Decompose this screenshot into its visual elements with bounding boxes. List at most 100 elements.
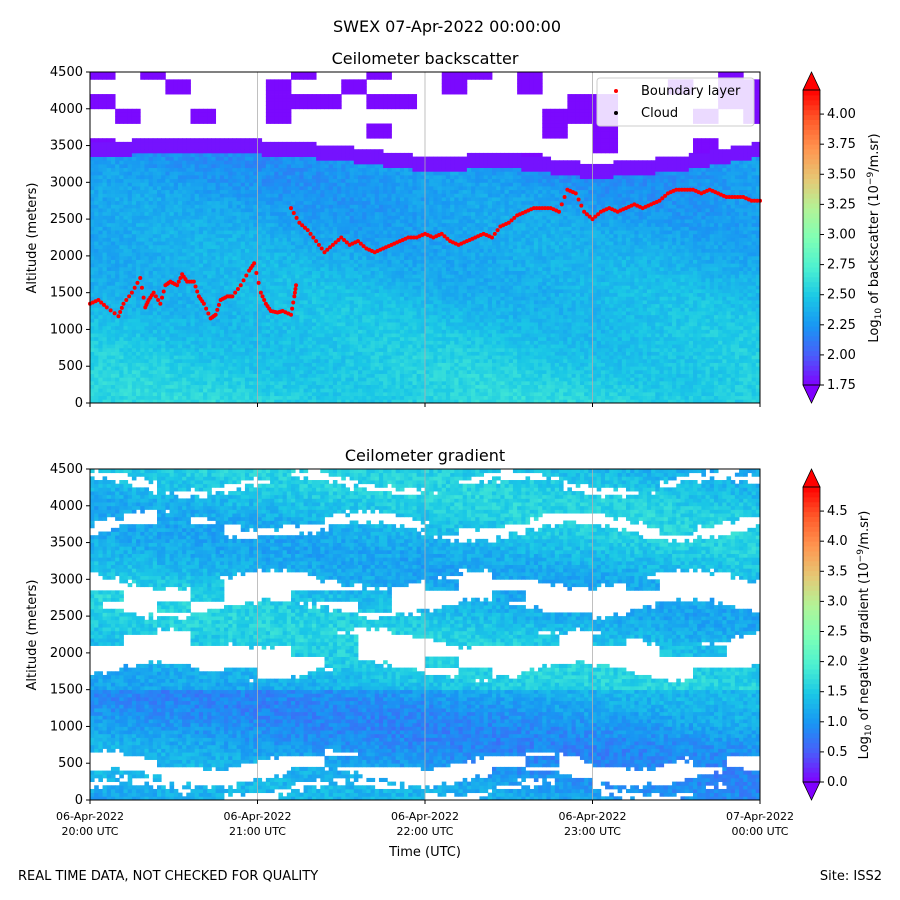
heatmap-cell (244, 152, 250, 157)
heatmap-cell (177, 300, 183, 305)
heatmap-cell (219, 215, 225, 220)
heatmap-cell (144, 314, 150, 319)
heatmap-cell (299, 362, 304, 367)
heatmap-cell (362, 296, 367, 301)
heatmap-cell (316, 362, 321, 367)
heatmap-cell (148, 255, 154, 260)
heatmap-cell (106, 145, 112, 150)
heatmap-cell (291, 270, 296, 275)
heatmap-cell (182, 222, 187, 227)
heatmap-cell (198, 200, 204, 205)
heatmap-cell (94, 72, 99, 77)
heatmap-cell (144, 178, 150, 183)
heatmap-cell (152, 369, 158, 374)
heatmap-cell (186, 322, 191, 327)
heatmap-cell (307, 270, 313, 275)
heatmap-cell (324, 263, 330, 268)
heatmap-cell (190, 296, 196, 301)
heatmap-cell (228, 222, 233, 227)
heatmap-cell (278, 197, 284, 202)
heatmap-cell (98, 233, 103, 238)
heatmap-cell (362, 377, 367, 382)
heatmap-cell (328, 329, 334, 334)
heatmap-cell (324, 285, 330, 290)
heatmap-cell (299, 292, 304, 297)
heatmap-cell (265, 204, 271, 209)
heatmap-cell (140, 288, 145, 294)
heatmap-cell (345, 373, 351, 378)
heatmap-cell (341, 219, 346, 224)
heatmap-cell (131, 322, 137, 327)
heatmap-cell (303, 174, 309, 180)
heatmap-cell (253, 384, 258, 389)
heatmap-cell (203, 215, 208, 220)
heatmap-cell (303, 373, 309, 378)
heatmap-cell (232, 303, 237, 308)
heatmap-cell (173, 311, 179, 316)
heatmap-cell (148, 274, 154, 279)
heatmap-cell (274, 112, 279, 117)
heatmap-cell (316, 248, 321, 253)
heatmap-cell (244, 138, 250, 143)
heatmap-cell (353, 182, 359, 187)
heatmap-cell (253, 211, 258, 216)
heatmap-cell (291, 141, 296, 146)
heatmap-cell (299, 340, 304, 345)
heatmap-cell (203, 222, 208, 227)
heatmap-cell (224, 373, 229, 378)
heatmap-cell (303, 340, 309, 345)
heatmap-cell (332, 211, 338, 216)
heatmap-cell (253, 145, 258, 150)
heatmap-cell (203, 186, 208, 191)
heatmap-cell (316, 325, 321, 330)
heatmap-cell (278, 215, 284, 220)
heatmap-cell (332, 171, 338, 176)
heatmap-cell (94, 399, 99, 404)
heatmap-cell (119, 274, 124, 279)
heatmap-cell (144, 270, 150, 275)
heatmap-cell (224, 174, 229, 180)
heatmap-cell (203, 138, 208, 143)
heatmap-cell (182, 377, 187, 382)
heatmap-cell (236, 141, 242, 146)
heatmap-cell (119, 233, 124, 238)
heatmap-cell (249, 193, 254, 198)
heatmap-cell (102, 263, 108, 268)
heatmap-cell (244, 300, 250, 305)
heatmap-cell (253, 296, 258, 301)
heatmap-cell (190, 156, 196, 161)
heatmap-cell (127, 233, 133, 238)
heatmap-cell (332, 314, 338, 319)
heatmap-cell (261, 355, 267, 360)
heatmap-cell (119, 145, 124, 150)
heatmap-cell (316, 388, 321, 393)
heatmap-cell (341, 255, 346, 260)
heatmap-cell (165, 252, 170, 257)
heatmap-cell (127, 380, 133, 386)
heatmap-cell (102, 193, 108, 198)
heatmap-cell (244, 270, 250, 275)
heatmap-cell (165, 163, 170, 169)
heatmap-cell (144, 230, 150, 235)
heatmap-cell (311, 362, 317, 367)
heatmap-cell (198, 333, 204, 338)
heatmap-cell (169, 145, 175, 150)
heatmap-cell (228, 156, 233, 161)
heatmap-cell (366, 384, 371, 389)
heatmap-cell (286, 193, 292, 198)
heatmap-cell (244, 230, 250, 235)
heatmap-cell (136, 116, 141, 121)
heatmap-cell (198, 362, 204, 367)
heatmap-cell (169, 222, 175, 227)
heatmap-cell (358, 149, 363, 154)
heatmap-cell (316, 274, 321, 279)
heatmap-cell (328, 384, 334, 389)
heatmap-cell (249, 233, 254, 238)
heatmap-cell (152, 300, 158, 305)
heatmap-cell (286, 219, 292, 224)
heatmap-cell (286, 94, 292, 99)
heatmap-cell (190, 149, 196, 154)
heatmap-cell (316, 215, 321, 220)
heatmap-cell (140, 266, 145, 271)
heatmap-cell (324, 171, 330, 176)
